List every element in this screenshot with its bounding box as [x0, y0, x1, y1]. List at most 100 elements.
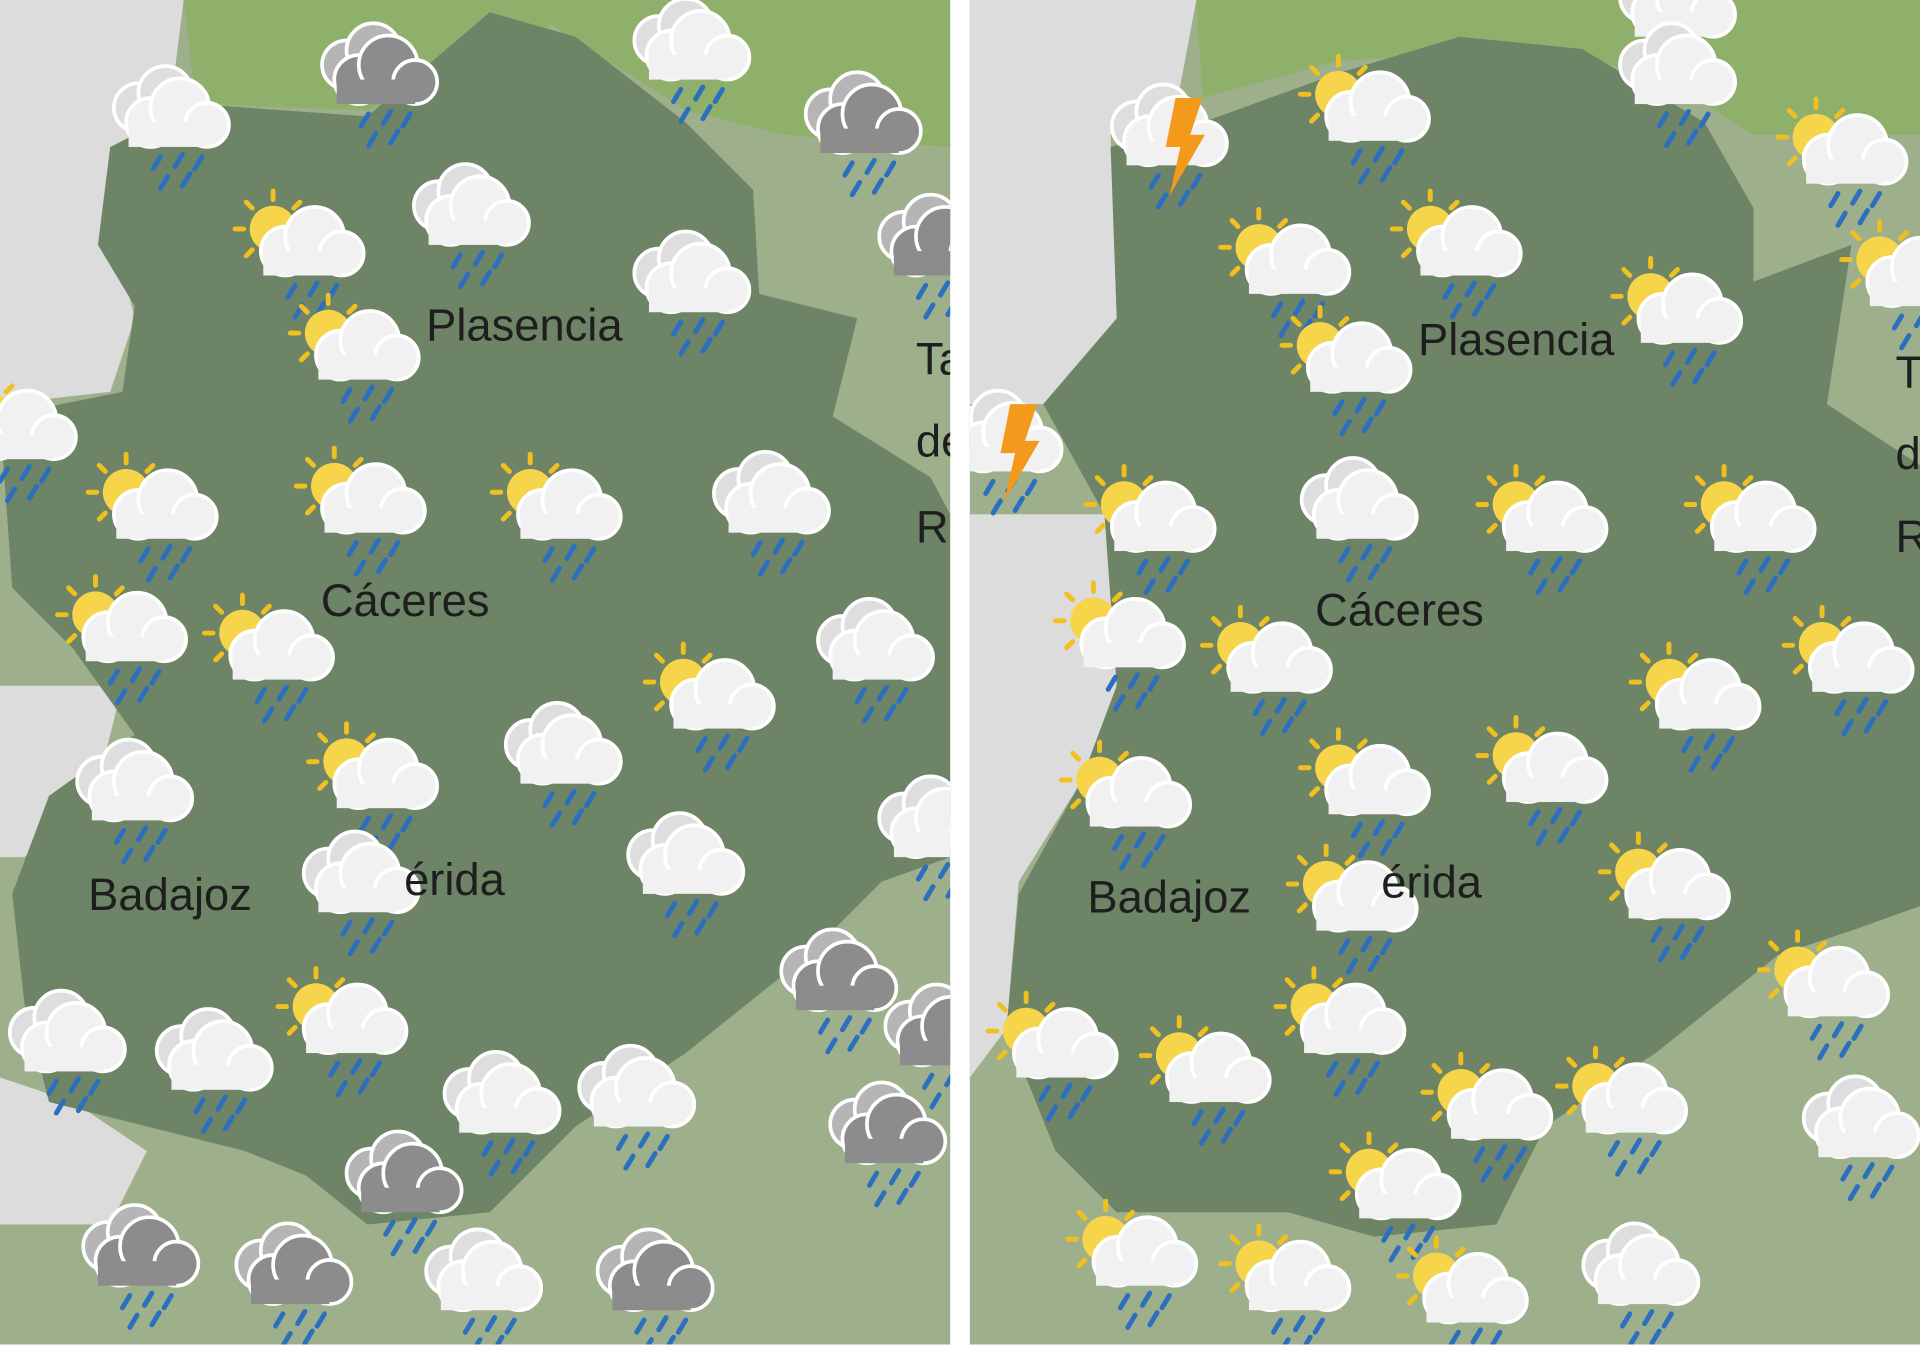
cloud-base — [642, 869, 722, 894]
cloud-base — [1114, 526, 1193, 552]
rain-drop — [1649, 1140, 1662, 1158]
rain-icon — [150, 151, 205, 192]
weather-icon-sun-cloud-rain — [202, 592, 335, 724]
cloud-base — [1869, 281, 1920, 307]
rain-icon — [1448, 1327, 1503, 1345]
rain-drop — [1339, 418, 1352, 436]
rain-drop — [780, 557, 793, 575]
cloud-base — [728, 508, 807, 533]
cloud-base — [336, 79, 416, 105]
sun-ray — [317, 732, 329, 744]
sun-ray — [1229, 265, 1241, 277]
portugal-area — [969, 514, 1117, 1078]
rain-drop — [149, 1310, 162, 1328]
rain-drop — [235, 1097, 248, 1115]
rain-drop — [1736, 558, 1749, 576]
rain-drop — [1191, 1109, 1204, 1127]
rain-drop — [645, 1151, 658, 1169]
rain-drop — [1024, 478, 1038, 496]
rain-drop — [1293, 298, 1306, 316]
cloud-icon — [1079, 596, 1186, 670]
rain-drop — [1119, 853, 1132, 871]
cloud-base — [844, 1138, 924, 1164]
rain-drop — [222, 1114, 236, 1132]
sun-ray — [1407, 1294, 1419, 1306]
rain-drop — [193, 1097, 206, 1115]
rain-icon — [817, 1015, 872, 1055]
sun-ray — [653, 700, 665, 712]
rain-drop — [1863, 716, 1876, 734]
sun-ray — [1258, 616, 1270, 627]
rain-drop — [135, 825, 149, 843]
cloud-base — [593, 1102, 673, 1127]
cloud-base — [520, 514, 599, 539]
cloud-base — [1818, 1132, 1897, 1158]
rain-drop — [1158, 555, 1171, 574]
rain-drop — [115, 688, 128, 706]
rain-drop — [107, 668, 121, 686]
rain-drop — [1361, 416, 1374, 434]
cloud-base — [336, 783, 416, 809]
rain-drop — [1350, 821, 1363, 839]
cloud-icon — [1299, 456, 1419, 541]
rain-drop — [564, 543, 577, 561]
rain-drop — [1650, 925, 1663, 943]
dark-cloud-icon — [344, 1129, 464, 1215]
sun-ray — [1344, 854, 1356, 866]
cloud-icon — [516, 468, 623, 541]
cloud-icon — [1624, 847, 1731, 921]
cloud-base — [1634, 79, 1714, 105]
rain-drop — [1153, 833, 1166, 852]
rain-drop — [871, 177, 885, 195]
rain-drop — [1692, 925, 1705, 943]
sun-ray — [996, 1049, 1008, 1061]
rain-drop — [840, 1015, 853, 1033]
cloud-base — [612, 1285, 691, 1311]
cloud-icon — [632, 0, 752, 82]
cloud-base — [1316, 906, 1395, 931]
city-label-caceres: Cáceres — [320, 575, 490, 626]
rain-drop — [1528, 809, 1541, 827]
rain-drop — [167, 563, 181, 581]
rain-icon — [1828, 188, 1883, 228]
sun-ray — [1309, 112, 1321, 124]
cloud-icon — [1501, 731, 1609, 804]
sun-ray — [1211, 663, 1223, 675]
rain-drop — [615, 1133, 629, 1152]
rain-drop — [1765, 575, 1778, 593]
rain-drop — [19, 464, 32, 482]
rain-drop — [1373, 399, 1387, 417]
rain-icon — [915, 280, 951, 320]
rain-drop — [0, 466, 10, 484]
sun-ray — [1076, 1209, 1088, 1221]
rain-drop — [817, 1017, 831, 1035]
sun-ray — [3, 383, 15, 395]
sun-ray — [352, 456, 364, 468]
rain-drop — [1165, 575, 1178, 593]
weather-icon-cloud-rain — [7, 988, 127, 1116]
rain-icon — [1117, 1290, 1172, 1330]
dark-cloud-icon — [803, 70, 923, 155]
rain-drop — [1857, 208, 1870, 226]
rain-drop — [923, 884, 936, 902]
rain-drop — [450, 252, 463, 270]
sun-ray — [1609, 842, 1621, 854]
sun-ray — [1815, 940, 1827, 952]
rain-drop — [847, 1034, 860, 1052]
rain-drop — [1271, 301, 1284, 319]
cloud-icon — [1312, 860, 1419, 933]
cloud-base — [440, 1285, 520, 1311]
weather-icon-sun-cloud-rain — [1083, 464, 1217, 596]
rain-drop — [1835, 210, 1848, 228]
cloud-icon — [1226, 621, 1333, 694]
rain-drop — [1177, 558, 1191, 576]
rain-drop — [1473, 1146, 1486, 1164]
rain-drop — [1080, 1084, 1093, 1103]
rain-drop — [314, 1311, 327, 1329]
rain-drop — [346, 540, 359, 558]
cloud-base — [428, 220, 507, 245]
rain-drop — [1312, 1317, 1325, 1335]
rain-drop — [129, 666, 143, 684]
rain-drop — [362, 384, 375, 402]
cloud-icon — [1085, 756, 1193, 829]
